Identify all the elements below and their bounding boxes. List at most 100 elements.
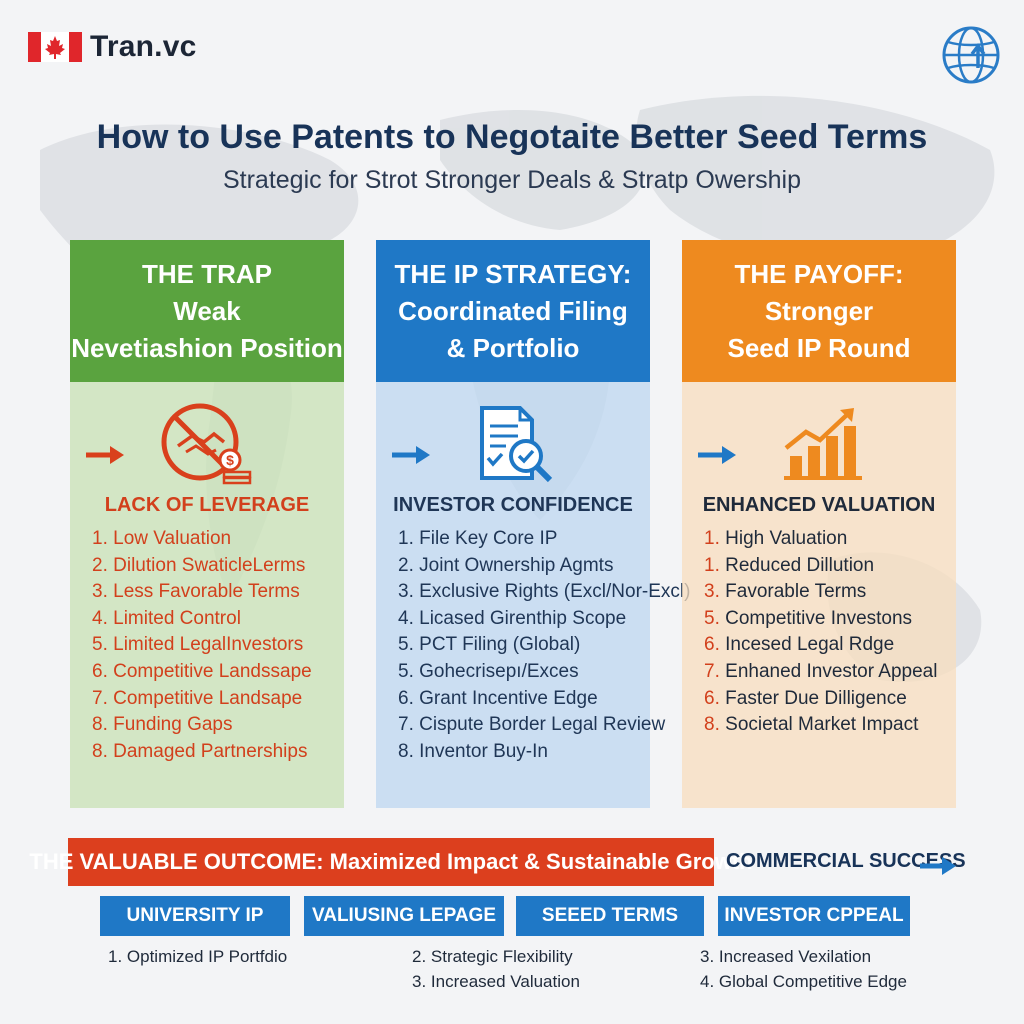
item-text: Grant Incentive Edge: [419, 687, 598, 709]
item-number: 6.: [92, 660, 108, 682]
column-header-line: Seed IP Round: [727, 332, 911, 363]
list-item: 2. Joint Ownership Agmts: [398, 553, 690, 580]
list-item: 3. Less Favorable Terms: [92, 579, 312, 606]
item-text: Competitive Landsape: [113, 687, 303, 709]
outcome-banner: THE VALUABLE OUTCOME: Maximized Impact &…: [29, 838, 753, 886]
pill-investor-appeal[interactable]: INVESTOR CPPEAL: [718, 896, 910, 936]
column-list: 1. File Key Core IP 2. Joint Ownership A…: [398, 526, 690, 765]
list-item: 5. Competitive Investons: [704, 606, 937, 633]
list-item: 5. Limited LegalInvestors: [92, 632, 312, 659]
item-text: Licased Girenthip Scope: [419, 607, 627, 629]
item-text: Inventor Buy-In: [419, 740, 548, 762]
list-item: 2. Dilution SwaticleLerms: [92, 553, 312, 580]
bottom-list: 1. Optimized IP Portfdio: [108, 944, 287, 969]
list-item: 8. Societal Market Impact: [704, 712, 937, 739]
page-subtitle: Strategic for Strot Stronger Deals & Str…: [222, 166, 801, 194]
item-text: Societal Market Impact: [725, 714, 919, 736]
arrow-right-icon: [920, 857, 956, 875]
list-item: 2. Strategic Flexibility: [412, 947, 573, 966]
item-text: Reduced Dillution: [725, 554, 875, 576]
item-text: Incesed Legal Rdge: [725, 634, 895, 656]
arrow-right-icon: [392, 446, 430, 464]
pill-university-ip[interactable]: UNIVERSITY IP: [100, 896, 290, 936]
item-text: PCT Filing (Global): [419, 634, 581, 656]
item-number: 1.: [92, 528, 108, 549]
item-number: 6.: [704, 634, 720, 656]
list-item: 1. File Key Core IP: [398, 526, 690, 553]
column-header: THE PAYOFF: Stronger Seed IP Round: [682, 240, 956, 382]
column-header: THE IP STRATEGY: Coordinated Filing & Po…: [376, 240, 650, 382]
column-header-line: Coordinated Filing: [398, 295, 628, 326]
item-text: Competitive Landssape: [113, 660, 312, 682]
item-text: Faster Due Dilligence: [725, 687, 907, 709]
item-text: Gohecrisepı/Exces: [419, 660, 579, 682]
item-number: 7.: [398, 714, 414, 736]
list-item: 1. Reduced Dillution: [704, 553, 937, 580]
column-header-line: THE TRAP: [142, 258, 272, 289]
arrow-right-icon: [86, 446, 124, 464]
svg-text:$: $: [226, 452, 234, 468]
item-text: Enhaned Investor Appeal: [725, 660, 938, 682]
list-item: 8. Inventor Buy-In: [398, 739, 690, 766]
brand-name[interactable]: Tran.vc: [90, 30, 197, 63]
column-the-trap: THE TRAP Weak Nevetiashion Position $ LA…: [70, 240, 344, 808]
item-text: Damaged Partnerships: [113, 740, 308, 762]
item-text: Exclusive Rights (Excl/Nor-Excl): [419, 581, 691, 603]
column-body: ENHANCED VALUATION 1. High Valuation 1. …: [682, 382, 956, 808]
list-item: 6. Competitive Landssape: [92, 659, 312, 686]
item-text: Dilution SwaticleLerms: [113, 554, 306, 576]
commercial-success-label: COMMERCIAL SUCCESS: [726, 850, 966, 872]
column-header: THE TRAP Weak Nevetiashion Position: [70, 240, 344, 382]
column-subheading: INVESTOR CONFIDENCE: [393, 494, 633, 516]
item-text: Cispute Border Legal Review: [419, 714, 666, 736]
item-number: 8.: [398, 740, 414, 762]
item-number: 6.: [398, 687, 414, 709]
item-text: Funding Gaps: [113, 714, 233, 736]
item-number: 6.: [704, 687, 720, 709]
item-text: Joint Ownership Agmts: [419, 554, 614, 576]
column-the-payoff: THE PAYOFF: Stronger Seed IP Round ENHAN…: [682, 240, 956, 808]
item-text: Competitive Investons: [725, 607, 913, 629]
pill-seed-terms[interactable]: SEEED TERMS: [516, 896, 704, 936]
column-body: $ LACK OF LEVERAGE 1. Low Valuation 2. D…: [70, 382, 344, 808]
item-text: High Valuation: [725, 528, 848, 549]
item-text: Less Favorable Terms: [113, 581, 300, 603]
list-item: 1. Low Valuation: [92, 526, 312, 553]
list-item: 8. Funding Gaps: [92, 712, 312, 739]
list-item: 1. Optimized IP Portfdio: [108, 947, 288, 966]
bar-chart-growth-icon: [784, 408, 862, 480]
column-header-line: THE IP STRATEGY:: [394, 258, 632, 289]
list-item: 7. Enhaned Investor Appeal: [704, 659, 937, 686]
item-number: 1.: [704, 554, 720, 576]
item-text: Limited LegalInvestors: [113, 634, 304, 656]
column-body: INVESTOR CONFIDENCE 1. File Key Core IP …: [376, 382, 690, 808]
item-number: 2.: [92, 554, 108, 576]
item-number: 5.: [398, 660, 414, 682]
item-number: 4.: [92, 607, 108, 629]
list-item: 3. Increased Valuation: [412, 972, 580, 991]
item-number: 1.: [398, 528, 414, 549]
column-ip-strategy: THE IP STRATEGY: Coordinated Filing & Po…: [376, 240, 690, 808]
list-item: 7. Cispute Border Legal Review: [398, 712, 690, 739]
item-number: 4.: [398, 607, 414, 629]
globe-icon[interactable]: [940, 24, 1002, 86]
item-number: 3.: [92, 581, 108, 603]
item-number: 3.: [398, 581, 414, 603]
column-header-line: Stronger: [764, 295, 874, 326]
bottom-list: 3. Increased Vexilation 4. Global Compet…: [700, 944, 907, 994]
list-item: 4. Licased Girenthip Scope: [398, 606, 690, 633]
column-header-line: & Portfolio: [446, 332, 580, 363]
canada-flag-icon: [28, 32, 82, 62]
list-item: 4. Limited Control: [92, 606, 312, 633]
list-item: 3. Increased Vexilation: [700, 947, 872, 966]
list-item: 8. Damaged Partnerships: [92, 739, 312, 766]
column-subheading: ENHANCED VALUATION: [702, 494, 936, 516]
list-item: 3. Favorable Terms: [704, 579, 937, 606]
pill-valiusing-lepage[interactable]: VALIUSING LEPAGE: [304, 896, 504, 936]
list-item: 6. Incesed Legal Rdge: [704, 632, 937, 659]
item-text: Favorable Terms: [725, 581, 867, 603]
column-header-line: THE PAYOFF:: [734, 258, 904, 289]
item-number: 8.: [92, 714, 108, 736]
item-number: 7.: [92, 687, 108, 709]
list-item: 1. High Valuation: [704, 526, 937, 553]
